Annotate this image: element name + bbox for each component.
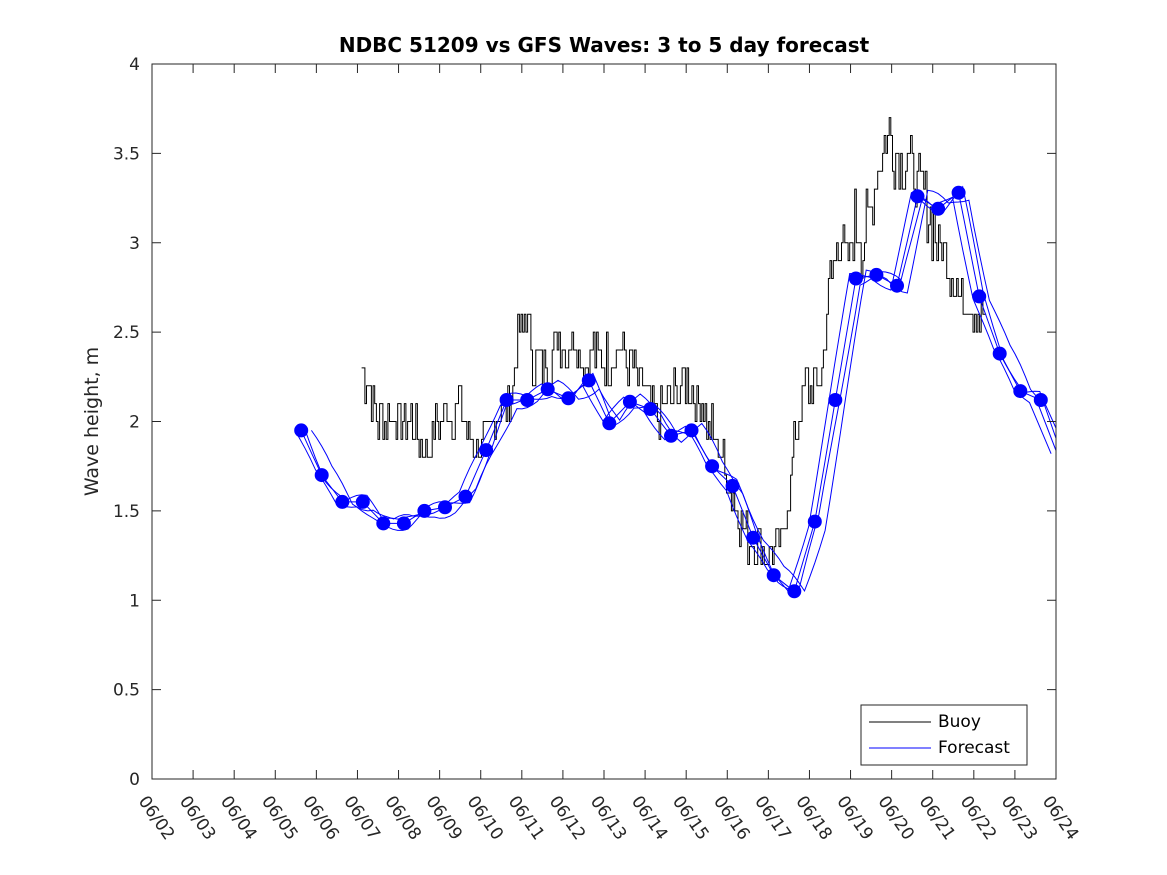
- x-tick-label: 06/09: [422, 792, 466, 844]
- forecast-point: [417, 503, 432, 518]
- x-tick-label: 06/03: [175, 792, 219, 844]
- x-tick-label: 06/06: [298, 792, 342, 844]
- forecast-point: [931, 201, 946, 216]
- forecast-point: [561, 391, 576, 406]
- x-tick-label: 06/05: [257, 792, 301, 844]
- forecast-point: [972, 289, 987, 304]
- forecast-point: [396, 516, 411, 531]
- forecast-point: [1033, 393, 1048, 407]
- forecast-point: [622, 394, 637, 409]
- forecast-point: [992, 346, 1007, 361]
- y-tick-label: 1: [129, 591, 140, 611]
- forecast-point: [725, 478, 740, 493]
- legend-buoy-label: Buoy: [938, 712, 981, 732]
- x-tick-label: 06/16: [709, 792, 753, 844]
- x-tick-label: 06/11: [504, 792, 548, 844]
- x-tick-label: 06/15: [668, 792, 712, 844]
- forecast-point: [355, 494, 370, 509]
- forecast-point: [746, 530, 761, 545]
- forecast-point: [807, 514, 822, 529]
- forecast-point: [499, 393, 514, 407]
- y-tick-label: 3.5: [113, 144, 140, 164]
- forecast-point: [910, 189, 925, 204]
- x-tick-label: 06/12: [545, 792, 589, 844]
- forecast-point: [1013, 384, 1028, 399]
- forecast-point: [314, 468, 329, 483]
- forecast-point: [951, 185, 966, 200]
- forecast-point: [848, 271, 863, 286]
- forecast-point: [766, 568, 781, 583]
- legend-forecast-label: Forecast: [938, 738, 1010, 758]
- y-axis-label: Wave height, m: [81, 347, 103, 496]
- x-tick-label: 06/21: [915, 792, 959, 844]
- forecast-point: [520, 393, 535, 407]
- y-tick-label: 1.5: [113, 502, 140, 522]
- forecast-point: [376, 516, 391, 531]
- forecast-point: [479, 443, 494, 458]
- forecast-point: [581, 373, 596, 388]
- x-tick-label: 06/19: [832, 792, 876, 844]
- forecast-point: [335, 494, 350, 509]
- plot-area: 00.511.522.533.5406/0206/0306/0406/0506/…: [113, 55, 1082, 844]
- forecast-point: [294, 423, 309, 438]
- data-layer: [294, 117, 1056, 599]
- forecast-point: [869, 267, 884, 282]
- y-tick-label: 2: [129, 413, 140, 433]
- forecast-point: [664, 428, 678, 443]
- x-tick-label: 06/22: [956, 792, 1000, 844]
- chart-title: NDBC 51209 vs GFS Waves: 3 to 5 day fore…: [339, 33, 870, 57]
- legend-box: [860, 704, 1028, 766]
- x-tick-label: 06/04: [216, 792, 260, 844]
- x-tick-label: 06/23: [997, 792, 1041, 844]
- forecast-run-line-3: [310, 189, 1056, 592]
- x-tick-label: 06/20: [874, 792, 918, 844]
- legend: Buoy Forecast: [860, 704, 1028, 766]
- buoy-series-line: [361, 117, 987, 565]
- forecast-point: [684, 423, 699, 438]
- x-tick-label: 06/14: [627, 792, 671, 844]
- y-tick-label: 0.5: [113, 681, 140, 701]
- x-tick-label: 06/02: [134, 792, 178, 844]
- forecast-point: [787, 584, 802, 599]
- y-tick-label: 4: [129, 55, 140, 75]
- forecast-point: [458, 489, 473, 504]
- y-tick-label: 2.5: [113, 323, 140, 343]
- forecast-point: [705, 459, 720, 474]
- x-tick-label: 06/18: [791, 792, 835, 844]
- forecast-point: [438, 500, 452, 515]
- x-tick-label: 06/08: [380, 792, 424, 844]
- x-tick-label: 06/17: [750, 792, 794, 844]
- x-tick-label: 06/24: [1038, 792, 1082, 844]
- forecast-point: [540, 382, 555, 397]
- x-tick-label: 06/07: [339, 792, 383, 844]
- x-tick-label: 06/13: [586, 792, 630, 844]
- x-tick-label: 06/10: [463, 792, 507, 844]
- y-tick-label: 3: [129, 234, 140, 254]
- y-tick-label: 0: [129, 770, 140, 790]
- forecast-point: [890, 278, 904, 293]
- forecast-point: [828, 393, 843, 407]
- forecast-point: [602, 416, 617, 431]
- forecast-point: [643, 402, 658, 416]
